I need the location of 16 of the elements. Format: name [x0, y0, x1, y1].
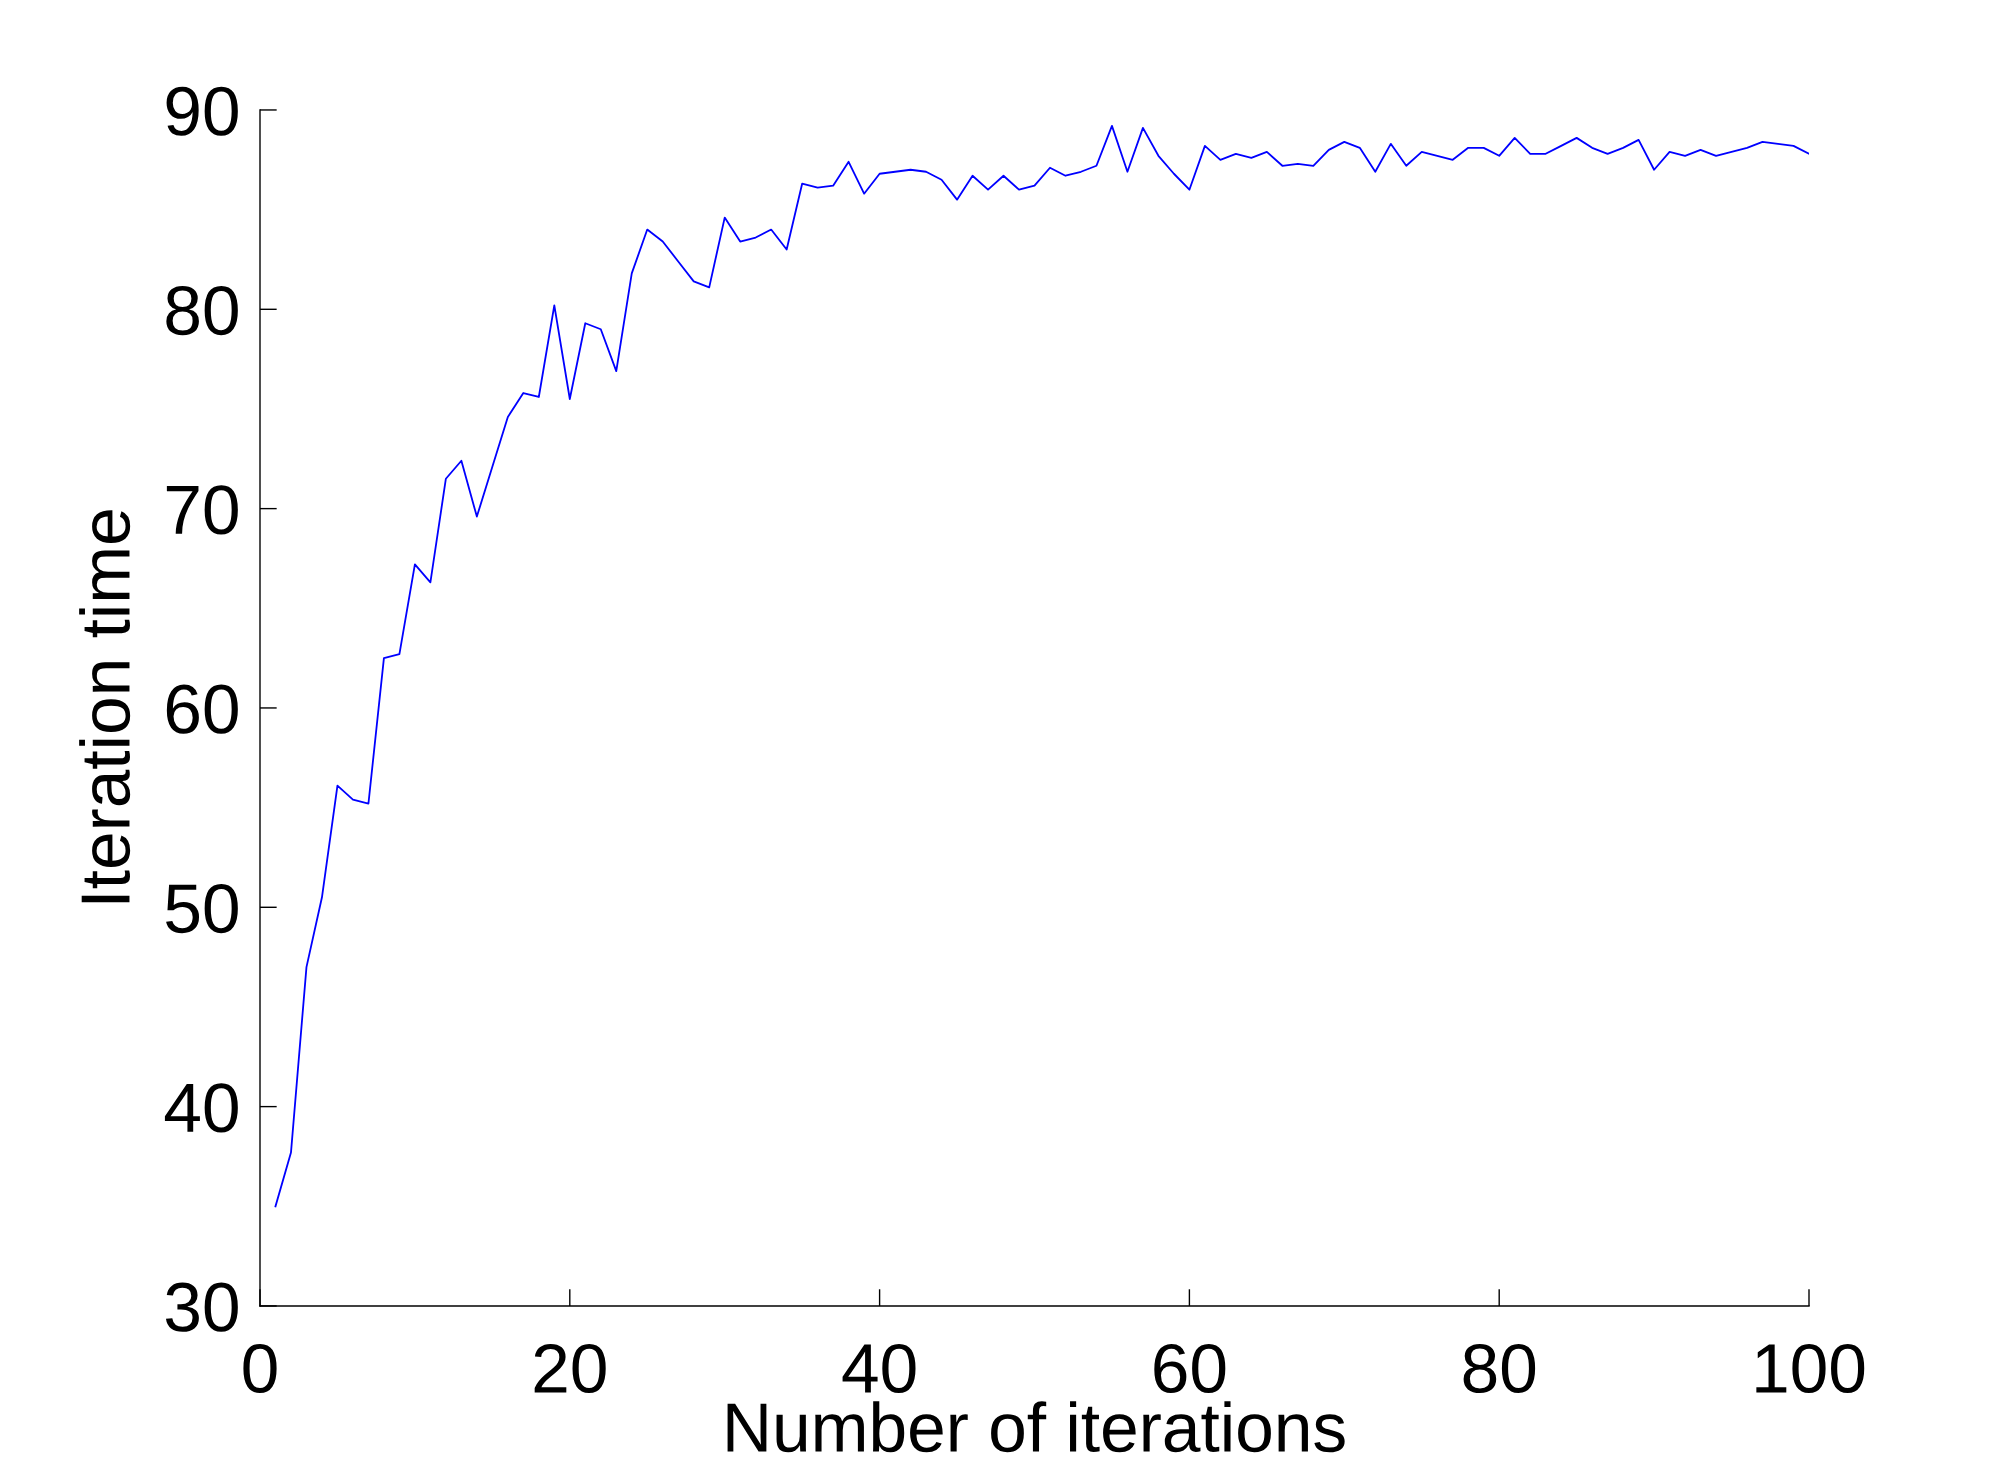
x-tick-label: 0: [243, 1343, 277, 1394]
y-axis-title: Iteration time: [79, 510, 131, 903]
x-axis-title: Number of iterations: [727, 1401, 1345, 1453]
y-tick-label: 70: [166, 485, 238, 535]
y-tick-label: 80: [166, 285, 238, 336]
y-tick-label: 30: [165, 1282, 238, 1332]
y-tick-label: 60: [166, 684, 238, 734]
line-series: [274, 125, 1809, 1208]
x-tick-label: 20: [534, 1343, 606, 1394]
x-tick-label: 40: [842, 1343, 916, 1394]
x-tick-label: 100: [1756, 1343, 1865, 1394]
x-tick-label: 60: [1154, 1343, 1226, 1394]
y-tick-label: 90: [166, 86, 238, 136]
y-tick-label: 40: [164, 1083, 238, 1133]
y-tick-label: 50: [166, 883, 238, 934]
x-tick-label: 80: [1463, 1343, 1536, 1394]
